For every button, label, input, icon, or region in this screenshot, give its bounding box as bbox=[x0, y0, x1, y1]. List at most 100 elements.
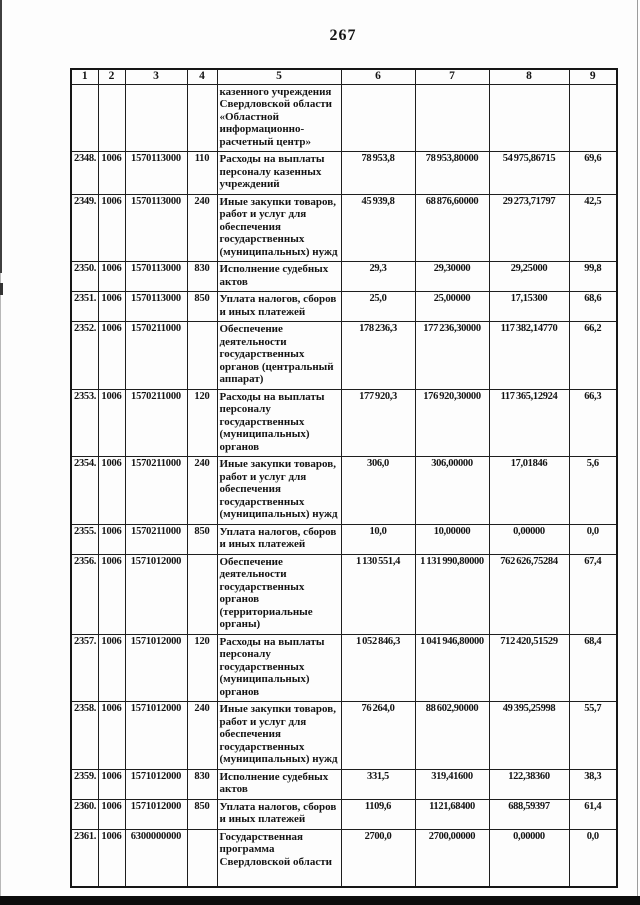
scan-edge-left-light bbox=[0, 273, 1, 896]
table-cell-col1 bbox=[70, 83, 99, 152]
column-header-8: 8 bbox=[488, 68, 570, 85]
table-cell-col2: 1006 bbox=[97, 291, 126, 322]
table-row: 2358. 1006 1571012000 240 Иные закупки товар… bbox=[70, 701, 618, 770]
table-cell-col4: 110 bbox=[186, 151, 218, 195]
table-cell-col8: 117 365,12924 bbox=[488, 388, 570, 457]
table-cell-col6: 1109,6 bbox=[340, 798, 416, 830]
column-header-5: 5 bbox=[216, 68, 342, 85]
table-cell-col2: 1006 bbox=[97, 151, 126, 195]
table-cell-col2: 1006 bbox=[97, 261, 126, 292]
table-cell-col6 bbox=[340, 83, 416, 152]
table-cell-col9: 67,4 bbox=[568, 553, 618, 635]
table-cell-col2 bbox=[97, 83, 126, 152]
column-header-2: 2 bbox=[97, 68, 126, 85]
table-cell-col1: 2358. bbox=[70, 701, 99, 770]
table-cell-col6: 1 130 551,4 bbox=[340, 553, 416, 635]
table-cell-col8: 688,59397 bbox=[488, 798, 570, 830]
scan-edge-speck bbox=[0, 283, 3, 295]
table-cell-col8: 762 626,75284 bbox=[488, 553, 570, 635]
table-cell-col4: 240 bbox=[186, 701, 218, 770]
table-cell-col8: 54 975,86715 bbox=[488, 151, 570, 195]
table-cell-col2: 1006 bbox=[97, 768, 126, 800]
table-cell-col6: 177 920,3 bbox=[340, 388, 416, 457]
table-cell-col5: казенного учреждения Свердловской област… bbox=[216, 83, 342, 152]
column-header-6: 6 bbox=[340, 68, 416, 85]
table-cell-col7: 177 236,30000 bbox=[414, 321, 490, 390]
table-cell-col7: 176 920,30000 bbox=[414, 388, 490, 457]
table-cell-col9: 66,2 bbox=[568, 321, 618, 390]
table-cell-col9: 68,6 bbox=[568, 291, 618, 322]
table-cell-col1: 2348. bbox=[70, 151, 99, 195]
table-cell-col2: 1006 bbox=[97, 523, 126, 555]
budget-table-body: казенного учреждения Свердловской област… bbox=[70, 83, 618, 887]
table-cell-col1: 2349. bbox=[70, 193, 99, 262]
table-cell-col6: 45 939,8 bbox=[340, 193, 416, 262]
table-cell-col1: 2359. bbox=[70, 768, 99, 800]
table-cell-col3: 1571012000 bbox=[124, 768, 188, 800]
table-cell-col2: 1006 bbox=[97, 701, 126, 770]
table-cell-col8 bbox=[488, 83, 570, 152]
column-header-7: 7 bbox=[414, 68, 490, 85]
table-row: 2360. 1006 1571012000 850 Уплата налогов, сб… bbox=[70, 798, 618, 830]
table-cell-col4 bbox=[186, 828, 218, 887]
table-cell-col4 bbox=[186, 83, 218, 152]
table-row: 2349. 1006 1570113000 240 Иные закупки товар… bbox=[70, 193, 618, 262]
table-row: 2355. 1006 1570211000 850 Уплата налогов, сб… bbox=[70, 523, 618, 555]
table-cell-col9: 66,3 bbox=[568, 388, 618, 457]
table-cell-col2: 1006 bbox=[97, 321, 126, 390]
table-cell-col9: 55,7 bbox=[568, 701, 618, 770]
table-cell-col7: 25,00000 bbox=[414, 291, 490, 322]
table-cell-col9: 99,8 bbox=[568, 261, 618, 292]
table-cell-col7: 319,41600 bbox=[414, 768, 490, 800]
table-cell-col1: 2350. bbox=[70, 261, 99, 292]
table-cell-col8: 17,15300 bbox=[488, 291, 570, 322]
table-cell-col3: 1570211000 bbox=[124, 523, 188, 555]
table-cell-col6: 25,0 bbox=[340, 291, 416, 322]
table-cell-col9: 42,5 bbox=[568, 193, 618, 262]
table-cell-col8: 17,01846 bbox=[488, 456, 570, 525]
table-cell-col1: 2353. bbox=[70, 388, 99, 457]
table-cell-col7: 306,00000 bbox=[414, 456, 490, 525]
table-cell-col4: 850 bbox=[186, 523, 218, 555]
table-cell-col3: 1570211000 bbox=[124, 456, 188, 525]
table-cell-col3: 1570113000 bbox=[124, 151, 188, 195]
table-row: 2352. 1006 1570211000 Обеспечение деятельно… bbox=[70, 321, 618, 390]
table-cell-col9: 0,0 bbox=[568, 828, 618, 887]
table-cell-col8: 0,00000 bbox=[488, 523, 570, 555]
table-cell-col7: 1 041 946,80000 bbox=[414, 633, 490, 702]
table-cell-col5: Иные закупки товаров, работ и услуг для … bbox=[216, 701, 342, 770]
table-cell-col8: 29 273,71797 bbox=[488, 193, 570, 262]
table-cell-col4: 830 bbox=[186, 261, 218, 292]
table-cell-col2: 1006 bbox=[97, 553, 126, 635]
table-row: 2353. 1006 1570211000 120 Расходы на выплаты… bbox=[70, 388, 618, 457]
table-cell-col3: 1570113000 bbox=[124, 261, 188, 292]
table-cell-col5: Государственная программа Свердловской о… bbox=[216, 828, 342, 887]
scan-bottom-bar bbox=[0, 896, 640, 905]
table-cell-col5: Иные закупки товаров, работ и услуг для … bbox=[216, 456, 342, 525]
table-row: 2354. 1006 1570211000 240 Иные закупки товар… bbox=[70, 456, 618, 525]
table-cell-col6: 178 236,3 bbox=[340, 321, 416, 390]
table-cell-col9: 68,4 bbox=[568, 633, 618, 702]
table-cell-col5: Уплата налогов, сборов и иных платежей bbox=[216, 523, 342, 555]
table-cell-col6: 76 264,0 bbox=[340, 701, 416, 770]
table-cell-col3: 1571012000 bbox=[124, 553, 188, 635]
table-row: 2357. 1006 1571012000 120 Расходы на выплаты… bbox=[70, 633, 618, 702]
column-header-4: 4 bbox=[186, 68, 218, 85]
scan-edge-right bbox=[637, 0, 638, 896]
table-row: 2359. 1006 1571012000 830 Исполнение судебны… bbox=[70, 768, 618, 800]
table-cell-col8: 29,25000 bbox=[488, 261, 570, 292]
table-cell-col1: 2360. bbox=[70, 798, 99, 830]
table-cell-col8: 49 395,25998 bbox=[488, 701, 570, 770]
table-row: 2361. 1006 6300000000 Государственная прогр… bbox=[70, 828, 618, 887]
table-cell-col9: 38,3 bbox=[568, 768, 618, 800]
table-cell-col5: Обеспечение деятельности государственных… bbox=[216, 321, 342, 390]
table-cell-col3: 1570211000 bbox=[124, 388, 188, 457]
table-row: казенного учреждения Свердловской област… bbox=[70, 83, 618, 152]
table-cell-col6: 2700,0 bbox=[340, 828, 416, 887]
table-cell-col6: 1 052 846,3 bbox=[340, 633, 416, 702]
table-cell-col9: 61,4 bbox=[568, 798, 618, 830]
table-row: 2356. 1006 1571012000 Обеспечение деятельно… bbox=[70, 553, 618, 635]
table-cell-col1: 2355. bbox=[70, 523, 99, 555]
